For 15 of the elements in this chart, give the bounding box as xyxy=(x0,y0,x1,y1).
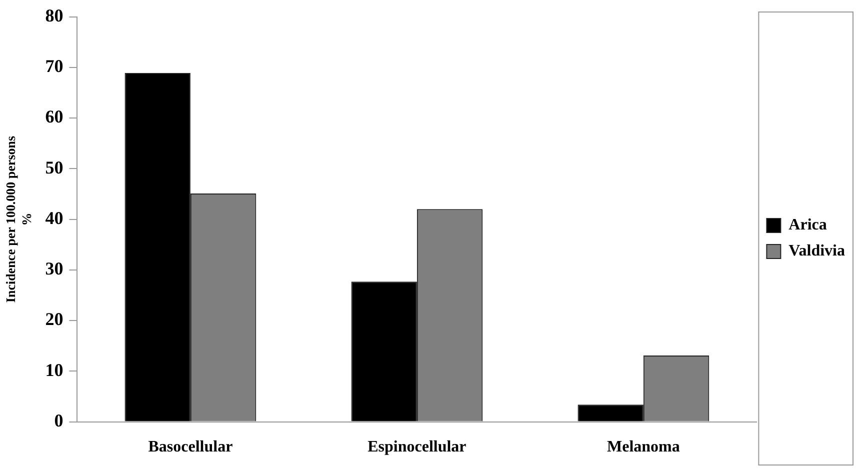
legend-label: Arica xyxy=(788,216,827,234)
y-tick-label: 70 xyxy=(45,56,64,76)
x-tick-label: Melanoma xyxy=(606,438,680,456)
x-tick-label: Basocellular xyxy=(148,438,233,456)
legend-label: Valdivia xyxy=(788,242,846,260)
y-tick-label: 20 xyxy=(45,309,64,330)
y-tick-label: 0 xyxy=(54,410,64,430)
y-tick-label: 50 xyxy=(45,157,64,178)
y-tick-label: 10 xyxy=(45,360,64,380)
y-tick-label: 30 xyxy=(45,258,64,279)
y-tick-label: 60 xyxy=(45,106,64,127)
y-tick-label: 40 xyxy=(45,208,64,228)
y-tick-label: 80 xyxy=(45,5,64,26)
x-tick-label: Espinocellular xyxy=(368,438,466,456)
y-axis-title: Incidence per 100.000 persons % xyxy=(3,136,34,303)
